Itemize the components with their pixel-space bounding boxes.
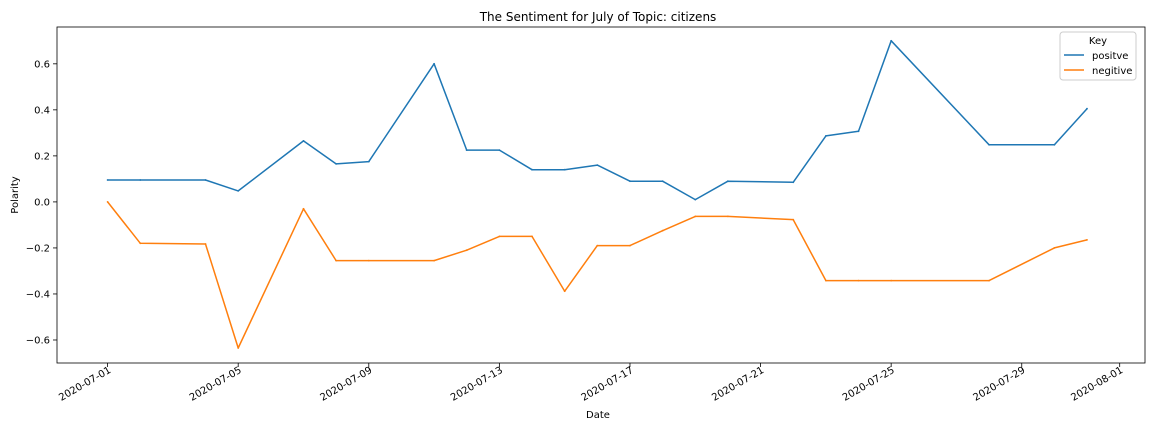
legend: Key positve negitive <box>1059 31 1137 81</box>
data-point-positve <box>433 62 435 65</box>
data-point-positve <box>531 168 533 171</box>
chart-title: The Sentiment for July of Topic: citizen… <box>479 10 717 24</box>
y-axis: −0.6 −0.4 −0.2 0.0 0.2 0.4 0.6 <box>26 59 57 346</box>
data-point-positve <box>857 130 860 133</box>
y-tick-label: −0.2 <box>26 243 50 254</box>
data-point-negitive <box>792 218 795 221</box>
data-point-positve <box>792 181 795 184</box>
y-tick-label: 0.2 <box>34 151 50 162</box>
y-tick-label: 0.6 <box>34 59 50 70</box>
legend-label-negitive: negitive <box>1092 66 1132 77</box>
data-point-positve <box>727 180 729 183</box>
data-point-negitive <box>694 215 697 218</box>
data-point-positve <box>498 149 501 152</box>
data-point-negitive <box>596 244 599 247</box>
data-point-negitive <box>139 242 142 245</box>
data-point-negitive <box>661 229 664 232</box>
legend-label-positve: positve <box>1092 51 1128 62</box>
data-point-negitive <box>465 249 468 252</box>
x-axis-label: Date <box>586 410 610 421</box>
data-point-negitive <box>302 207 305 210</box>
data-point-positve <box>106 179 109 181</box>
y-tick-label: −0.4 <box>26 289 50 300</box>
data-point-negitive <box>335 259 337 262</box>
data-point-positve <box>825 135 827 137</box>
data-point-negitive <box>498 235 501 238</box>
data-point-positve <box>661 180 664 183</box>
data-point-positve <box>139 179 142 181</box>
data-point-negitive <box>1053 247 1056 249</box>
data-point-negitive <box>857 279 860 282</box>
data-point-negitive <box>237 347 240 349</box>
data-point-positve <box>694 198 697 201</box>
y-tick-label: 0.0 <box>34 197 50 208</box>
y-tick-label: −0.6 <box>26 335 50 346</box>
y-tick-label: 0.4 <box>34 105 50 116</box>
data-point-negitive <box>825 279 827 282</box>
data-point-positve <box>596 164 599 167</box>
series-layer <box>106 39 1088 349</box>
data-point-negitive <box>563 290 566 293</box>
data-point-negitive <box>367 259 370 262</box>
data-point-positve <box>563 168 566 171</box>
data-point-positve <box>1086 107 1088 110</box>
data-point-negitive <box>204 243 207 245</box>
data-point-positve <box>890 39 893 42</box>
data-point-positve <box>204 179 207 181</box>
y-axis-label: Polarity <box>10 176 21 214</box>
data-point-positve <box>335 163 337 165</box>
data-point-negitive <box>1086 239 1088 241</box>
data-point-negitive <box>531 235 533 238</box>
data-point-positve <box>237 190 240 192</box>
series-line-positve <box>107 40 1088 201</box>
data-point-positve <box>1053 143 1056 146</box>
data-point-negitive <box>629 244 631 247</box>
data-point-positve <box>629 180 631 183</box>
series-line-negitive <box>107 201 1088 349</box>
plot-area-frame <box>56 26 1146 364</box>
legend-box <box>1059 31 1137 81</box>
data-point-positve <box>988 143 990 146</box>
legend-title: Key <box>1089 36 1107 47</box>
data-point-negitive <box>988 279 990 282</box>
data-point-negitive <box>727 215 729 218</box>
data-point-negitive <box>433 259 435 262</box>
data-point-negitive <box>106 201 109 203</box>
data-point-positve <box>465 149 468 152</box>
data-point-positve <box>302 140 305 142</box>
data-point-positve <box>367 160 370 163</box>
data-point-negitive <box>890 279 893 282</box>
